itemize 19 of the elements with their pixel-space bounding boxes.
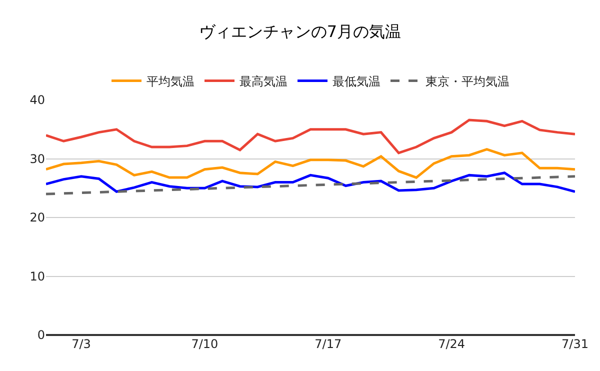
legend-label: 最低気温: [332, 74, 380, 88]
line-series: [46, 172, 575, 193]
x-tick-label: 7/24: [438, 337, 466, 351]
line-series: [46, 118, 575, 154]
legend-label: 平均気温: [146, 74, 194, 88]
y-tick-label: 20: [30, 210, 45, 225]
x-tick-label: 7/31: [562, 337, 588, 351]
chart-title: ヴィエンチャンの7月の気温: [198, 22, 402, 42]
legend-label: 最高気温: [240, 74, 288, 88]
y-tick-label: 0: [37, 328, 45, 342]
line-series: [46, 175, 575, 196]
y-tick-label: 30: [30, 152, 45, 166]
y-tick-label: 40: [30, 93, 45, 108]
line-series: [46, 148, 575, 179]
x-tick-label: 7/3: [72, 337, 91, 351]
x-tick-label: 7/10: [191, 337, 218, 351]
x-tick-label: 7/17: [314, 337, 342, 351]
legend-label: 東京・平均気温: [426, 74, 510, 88]
y-tick-label: 10: [30, 269, 45, 284]
